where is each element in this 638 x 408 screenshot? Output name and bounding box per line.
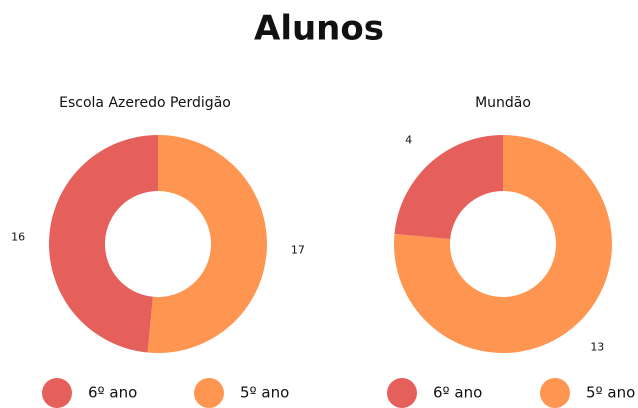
data-label: 4 [405, 134, 412, 147]
donut-slice [49, 135, 158, 353]
page-title: Alunos [254, 9, 384, 49]
data-label: 16 [11, 230, 25, 243]
legend-swatch [42, 378, 72, 408]
donut-slice [394, 135, 503, 240]
legend-label: 6º ano [433, 384, 482, 402]
chart-title: Mundão [475, 95, 531, 111]
donut-slice [394, 135, 613, 353]
data-label: 13 [590, 340, 604, 353]
chart-title: Escola Azeredo Perdigão [59, 95, 231, 111]
legend-label: 6º ano [88, 384, 137, 402]
donut-slice [147, 135, 268, 354]
data-label: 17 [291, 244, 305, 257]
legend-swatch [194, 378, 224, 408]
legend-label: 5º ano [586, 384, 635, 402]
legend-swatch [387, 378, 417, 408]
legend-swatch [540, 378, 570, 408]
legend-label: 5º ano [240, 384, 289, 402]
